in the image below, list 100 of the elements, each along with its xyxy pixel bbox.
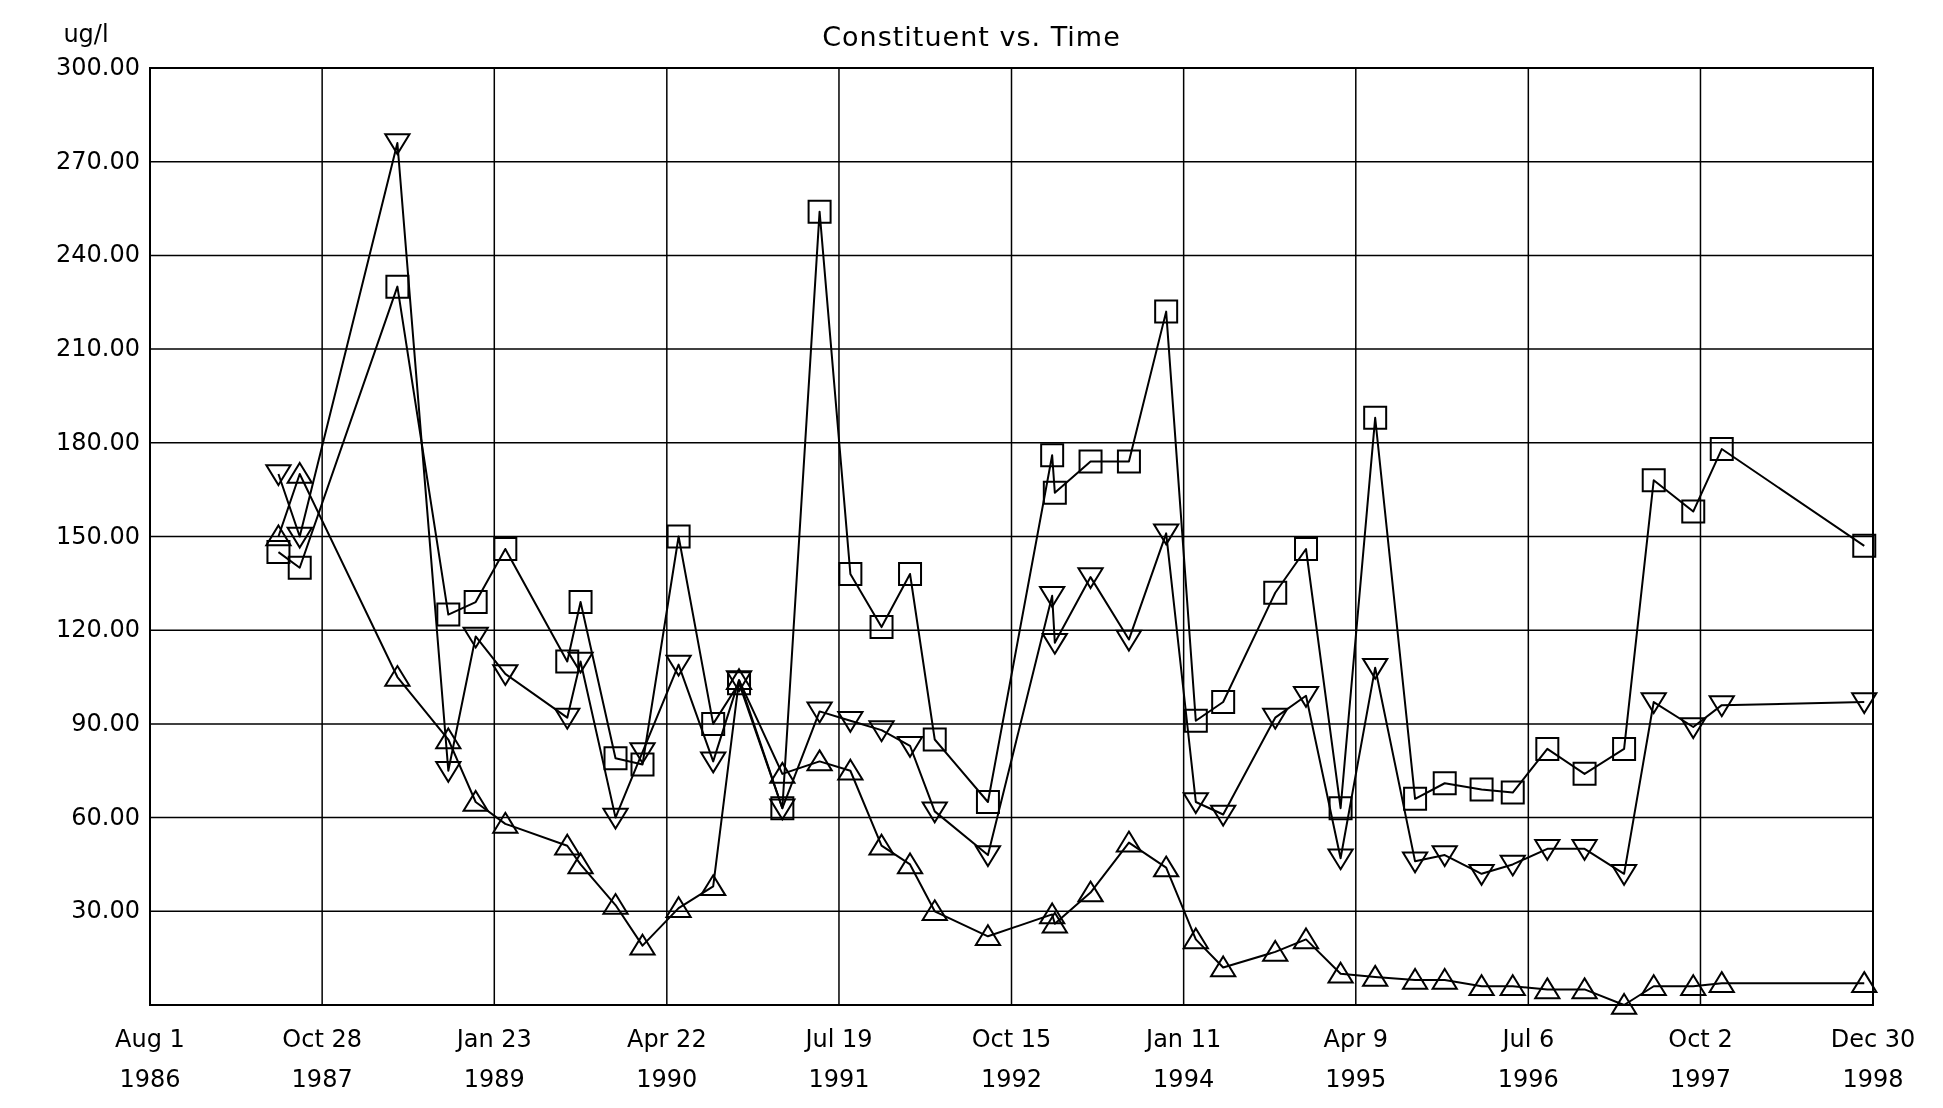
point — [462, 626, 489, 649]
x-tick-label: Oct 28 1987 — [282, 1025, 362, 1093]
point — [602, 807, 629, 830]
chart-title: Constituent vs. Time — [822, 21, 1121, 52]
point — [286, 462, 313, 484]
point — [568, 590, 593, 615]
point — [1041, 632, 1068, 655]
point — [435, 760, 462, 783]
point — [1641, 468, 1666, 493]
x-tick-label: Jan 11 1994 — [1144, 1025, 1222, 1093]
point — [567, 651, 594, 674]
point — [1468, 974, 1495, 997]
point — [1182, 927, 1209, 950]
point — [1709, 437, 1734, 462]
y-tick-label: 300.00 — [56, 53, 140, 81]
point — [1431, 845, 1458, 868]
x-tick-label: Jul 19 1991 — [803, 1025, 873, 1093]
point — [1040, 443, 1065, 468]
point — [1363, 405, 1388, 430]
y-tick-label: 30.00 — [71, 896, 140, 925]
point — [769, 761, 796, 784]
point — [384, 665, 411, 687]
point — [436, 602, 461, 627]
point — [1327, 961, 1354, 984]
point — [1403, 786, 1428, 811]
point — [602, 893, 629, 915]
point — [1263, 580, 1288, 605]
point — [1115, 830, 1143, 853]
point — [1292, 685, 1320, 708]
point — [1535, 736, 1560, 761]
point — [868, 720, 895, 743]
point — [630, 752, 655, 777]
point — [666, 524, 691, 549]
point — [868, 833, 895, 856]
point — [435, 727, 462, 750]
point — [837, 758, 864, 781]
point — [1262, 707, 1289, 730]
x-tick-label: Aug 1 1986 — [115, 1025, 185, 1093]
point — [554, 833, 581, 856]
y-tick-label: 90.00 — [71, 708, 140, 737]
point — [1680, 974, 1707, 997]
point — [1362, 657, 1389, 680]
point — [1468, 864, 1495, 886]
point — [1499, 854, 1526, 877]
point — [384, 133, 411, 155]
point — [1610, 993, 1638, 1015]
point — [1572, 761, 1597, 786]
point — [974, 845, 1002, 868]
x-tick-label: Jul 6 1996 — [1497, 1025, 1559, 1093]
point — [896, 852, 924, 875]
point — [1210, 804, 1237, 827]
point — [1328, 796, 1353, 821]
point — [1401, 968, 1429, 990]
point — [463, 590, 488, 615]
point — [1039, 902, 1066, 925]
point — [1852, 533, 1877, 558]
point — [1153, 855, 1180, 878]
point — [1182, 792, 1209, 814]
point — [1116, 449, 1141, 474]
point — [921, 899, 948, 922]
point — [1432, 771, 1457, 796]
point — [837, 710, 864, 733]
point — [1640, 974, 1667, 997]
point — [492, 664, 519, 686]
x-tick-label: Apr 22 1990 — [626, 1025, 707, 1093]
point — [265, 464, 292, 487]
point — [665, 654, 692, 677]
point — [1078, 449, 1103, 474]
point — [922, 727, 947, 752]
point — [462, 789, 489, 812]
point — [700, 874, 727, 897]
y-tick-label: 120.00 — [56, 615, 140, 644]
point — [1401, 851, 1429, 874]
point — [1183, 708, 1208, 733]
point — [1571, 839, 1598, 861]
point — [1680, 717, 1707, 740]
point — [1210, 955, 1237, 978]
point — [1154, 299, 1179, 324]
point — [1039, 586, 1066, 608]
point — [629, 742, 656, 765]
point — [806, 749, 833, 772]
point — [1500, 780, 1525, 805]
point — [898, 561, 923, 586]
point — [1115, 629, 1143, 652]
point — [603, 746, 628, 771]
point — [1851, 971, 1878, 993]
point — [975, 789, 1000, 814]
point — [1534, 839, 1561, 861]
y-tick-label: 150.00 — [56, 521, 140, 550]
point — [1851, 692, 1878, 715]
point — [1362, 964, 1389, 987]
point — [1211, 690, 1236, 715]
y-tick-label: 210.00 — [56, 334, 140, 363]
point — [287, 555, 312, 580]
point — [1708, 971, 1735, 993]
point — [555, 649, 580, 674]
point — [1610, 864, 1638, 886]
point — [567, 852, 594, 875]
x-tick-label: Dec 30 1998 — [1830, 1025, 1916, 1093]
point — [629, 933, 656, 956]
